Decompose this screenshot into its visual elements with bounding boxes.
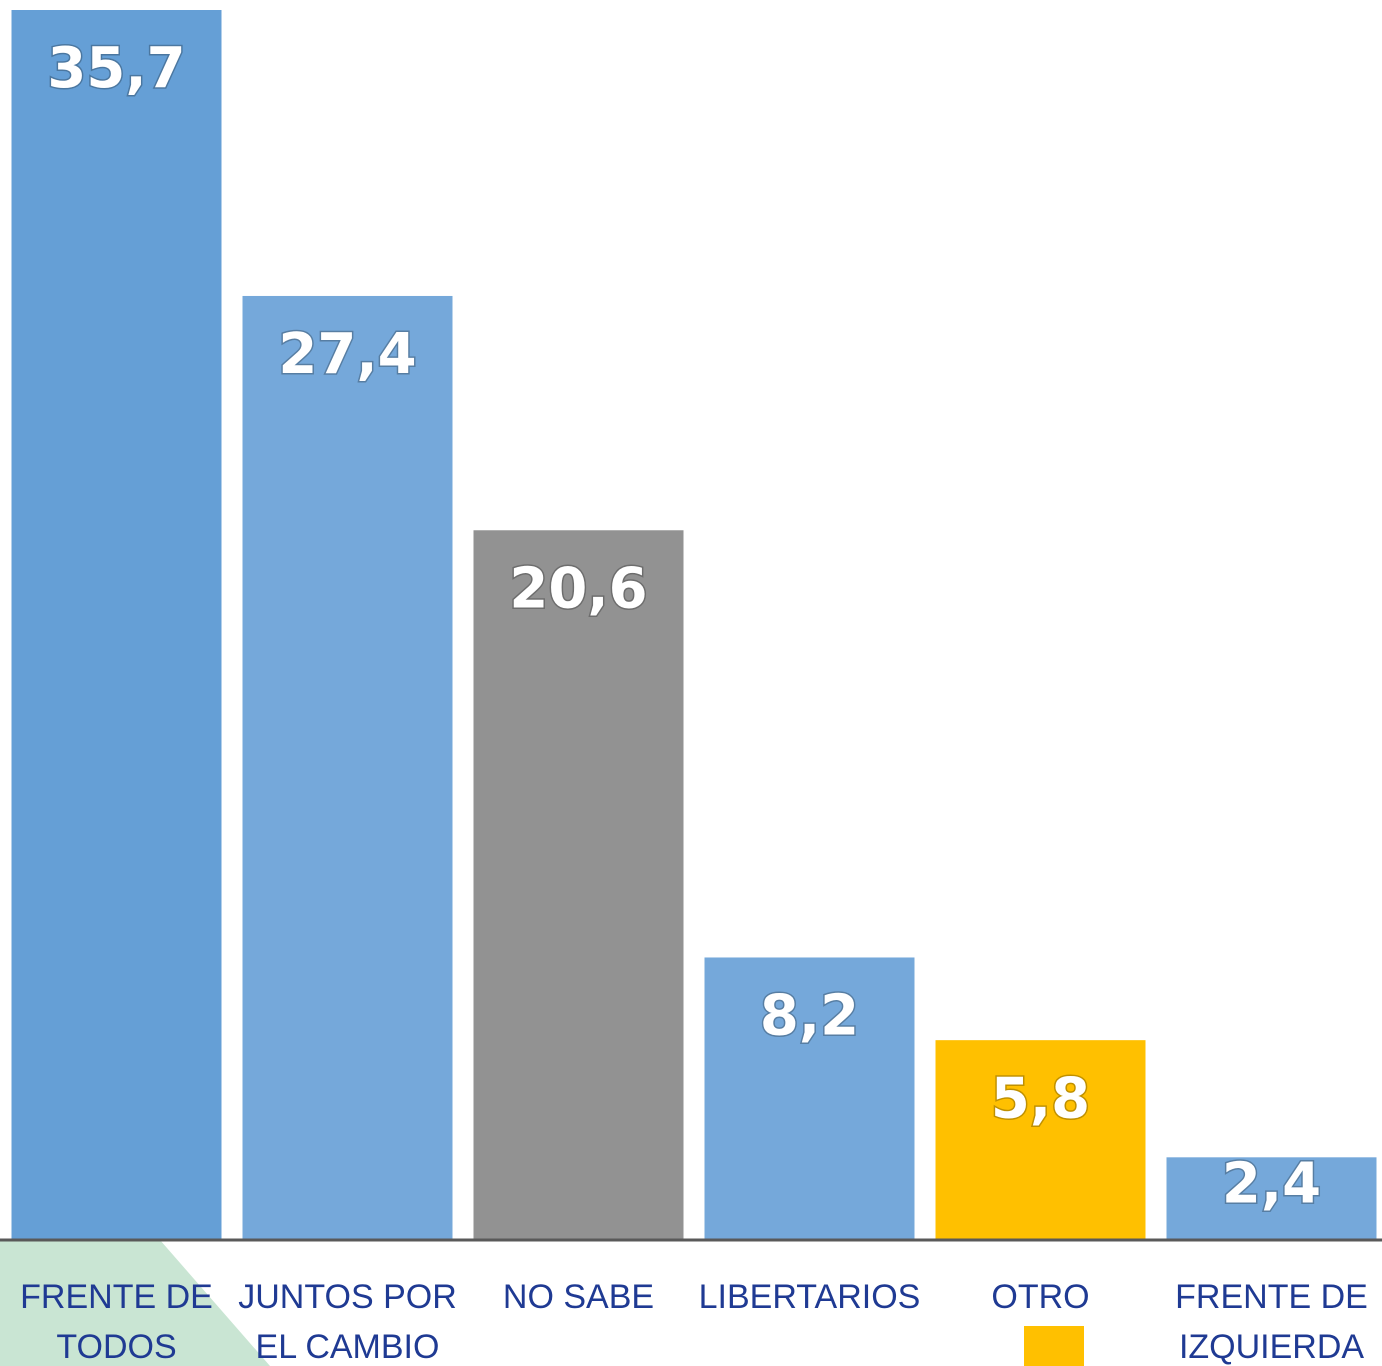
value-label: 5,8 [991,1066,1090,1131]
x-tick-label: NO SABE [502,1278,655,1316]
value-label: 27,4 [278,322,416,387]
bar [935,1040,1146,1240]
bar [473,530,684,1240]
decoration [0,1045,270,1366]
value-label: 35,7 [47,36,185,101]
decoration-square [1024,1326,1084,1366]
x-tick-label: FRENTE DE IZQUIERDA [1175,1278,1368,1366]
bar [11,10,222,1240]
bar [242,295,453,1240]
bar [704,957,915,1240]
bar [1166,1157,1377,1240]
x-tick-label: LIBERTARIOS [698,1278,921,1316]
value-label: 8,2 [760,984,859,1049]
value-label: 20,6 [509,556,647,621]
x-tick-label: JUNTOS POR EL CAMBIO [238,1278,457,1366]
x-tick-label: OTRO [991,1278,1090,1316]
x-tick-label: FRENTE DE TODOS [20,1278,213,1366]
value-label: 2,4 [1222,1151,1321,1216]
